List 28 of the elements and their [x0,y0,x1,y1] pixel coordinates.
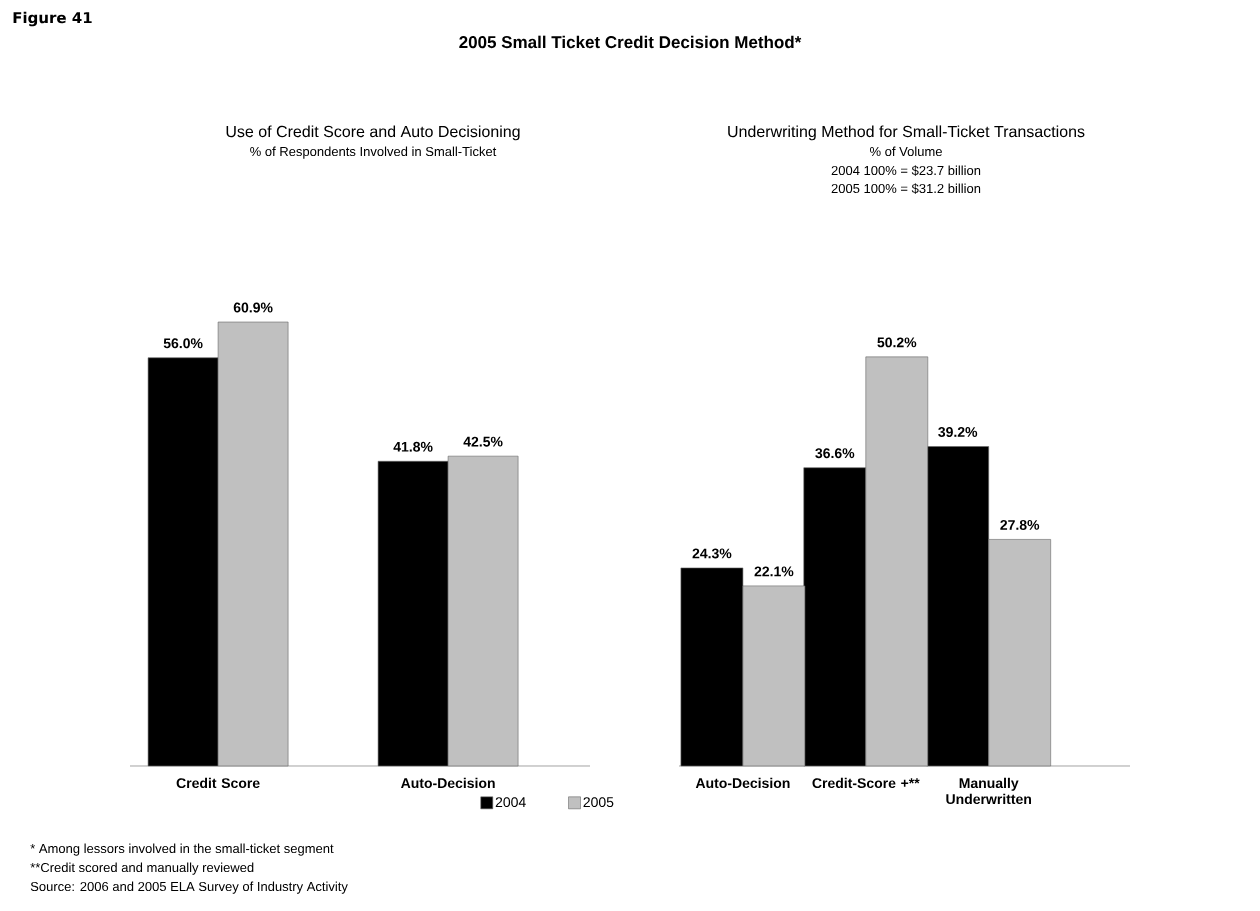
text: 2005 100% = $31.2 billion [831,183,981,194]
x-tick-label: Credit Score [176,777,260,789]
data-label: 42.5% [463,436,503,447]
chart-title: Underwriting Method for Small-Ticket Transactions [728,125,1085,141]
chart-title: Use of Credit Score and Auto Decisioning [226,125,520,141]
data-label: 27.8% [1000,519,1040,530]
source-note: Source: 2006 and 2005 ELA Survey of Industry Activity [30,881,348,894]
data-label: 41.8% [393,441,433,452]
x-tick-label: Auto-Decision [401,777,495,789]
text: * Among lessors involved in the small-ticket segment [30,843,334,856]
legend-label: 2004 [495,797,526,808]
text: 2005 Small Ticket Credit Decision Method* [459,35,802,49]
x-tick-label: Manually Underwritten [946,777,1031,805]
legend-label: 2005 [583,797,614,808]
caption: Figure 41 [13,11,92,27]
data-label: 60.9% [233,302,273,313]
chart-subtitle: % of Volume [869,146,942,157]
data-label: 39.2% [938,427,978,437]
data-label: 36.6% [815,448,855,459]
x-tick-label: Credit-Score +** [812,777,920,789]
x-tick-label: Auto-Decision [695,777,790,789]
data-label: 50.2% [877,337,917,348]
data-label: 24.3% [692,548,732,559]
text: 2004 100% = $23.7 billion [831,165,981,176]
chart-subtitle: % of Respondents Involved in Small-Ticket [250,146,497,159]
text: **Credit scored and manually reviewed [30,862,254,875]
data-label: 56.0% [163,338,203,349]
data-label: 22.1% [754,566,794,577]
